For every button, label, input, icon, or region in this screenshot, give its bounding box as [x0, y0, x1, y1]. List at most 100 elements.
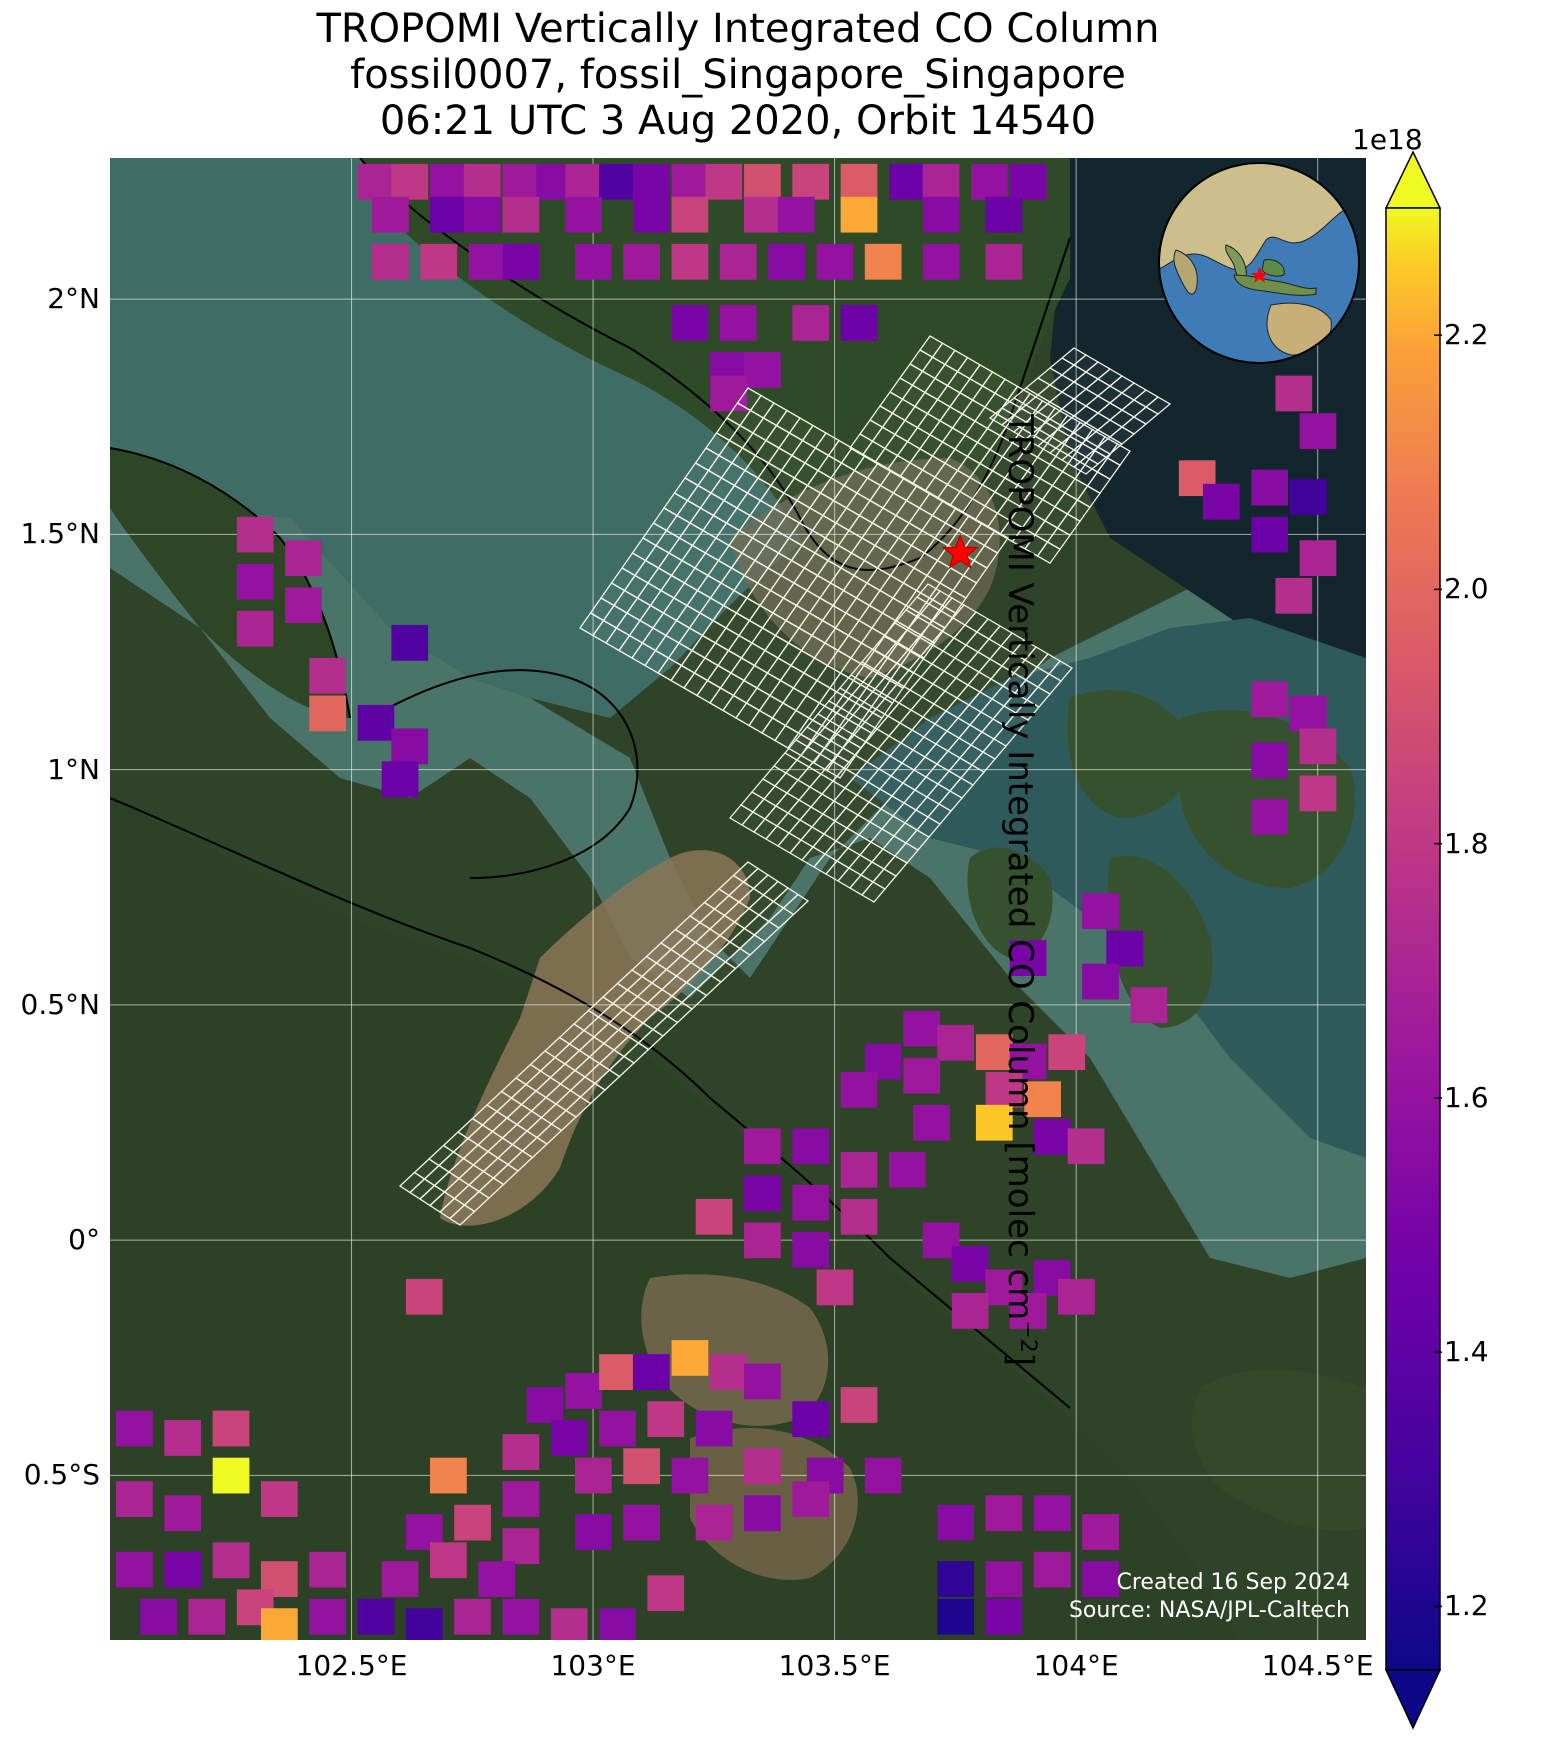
co-pixel	[599, 1354, 636, 1390]
lat-tick-label: 0.5°S	[23, 1458, 100, 1492]
co-pixel	[951, 1293, 989, 1329]
swath-cell	[782, 893, 810, 916]
co-pixel	[937, 1598, 974, 1635]
gridlines	[110, 158, 1366, 1640]
co-pixel	[623, 1504, 660, 1541]
co-pixel	[744, 1175, 781, 1212]
swath-cell	[1048, 660, 1073, 682]
colorbar-label-end: ]	[999, 1352, 1040, 1366]
co-pixel	[744, 163, 781, 200]
co-pixel	[985, 1598, 1023, 1635]
co-pixel	[285, 540, 322, 577]
co-pixel	[840, 163, 878, 200]
co-pixel	[719, 243, 757, 280]
co-pixel	[647, 1575, 685, 1612]
lon-tick-label: 102.5°E	[295, 1649, 408, 1682]
colorbar-tick-label: 1.4	[1444, 1335, 1489, 1369]
co-pixel	[1289, 479, 1327, 515]
co-pixel	[478, 1561, 516, 1597]
co-pixel	[975, 1104, 1013, 1141]
co-pixel	[1251, 799, 1288, 835]
co-pixel	[922, 163, 960, 200]
co-pixel	[792, 163, 830, 200]
co-pixel	[550, 1608, 588, 1640]
co-pixel	[502, 1434, 540, 1470]
co-pixel	[430, 196, 467, 233]
swath-footprints	[398, 335, 1172, 1226]
co-pixel	[903, 1057, 941, 1094]
co-pixel	[1275, 375, 1313, 412]
co-pixel	[623, 243, 660, 280]
lat-tick-label: 1.5°N	[20, 517, 100, 551]
co-pixel	[1299, 728, 1337, 765]
globe-outline	[1158, 162, 1360, 364]
title-line-3: 06:21 UTC 3 Aug 2020, Orbit 14540	[379, 98, 1097, 144]
colorbar-tick-label: 2.2	[1444, 318, 1489, 352]
co-pixel	[391, 624, 429, 661]
co-pixel	[468, 243, 506, 280]
lon-tick-label: 104.5°E	[1261, 1649, 1374, 1682]
rupat-island	[110, 448, 350, 718]
co-pixel	[695, 1504, 733, 1541]
co-pixel	[1067, 1128, 1105, 1165]
co-pixel	[671, 163, 709, 200]
co-pixel	[430, 1457, 467, 1494]
co-pixel	[405, 1278, 443, 1315]
co-pixel	[381, 1561, 419, 1597]
co-pixel	[565, 196, 603, 233]
co-pixel	[357, 704, 395, 741]
co-pixel	[1082, 963, 1119, 1000]
co-pixel	[632, 196, 670, 233]
co-pixel	[1033, 1551, 1071, 1588]
map-panel[interactable]	[110, 158, 1366, 1640]
colorbar-exponent: 1e18	[1352, 123, 1423, 156]
co-pixel	[840, 196, 878, 233]
co-pixel	[985, 1071, 1023, 1108]
co-pixel	[975, 1034, 1013, 1071]
colorbar-bottom-extend	[1384, 1669, 1442, 1730]
co-pixel	[840, 1198, 878, 1235]
co-pixel	[502, 1481, 540, 1517]
co-pixel	[695, 1410, 733, 1447]
colorbar	[1384, 150, 1442, 1730]
co-pixel	[574, 1457, 612, 1494]
co-pixel	[372, 243, 409, 280]
co-pixel	[744, 1363, 781, 1400]
co-pixel	[1082, 893, 1119, 929]
co-pixel	[309, 1598, 346, 1635]
co-pixel	[1299, 540, 1337, 577]
co-pixel	[792, 1231, 830, 1268]
co-pixel	[985, 196, 1023, 233]
co-pixel	[913, 1104, 950, 1141]
siak-estuary	[641, 1274, 829, 1426]
co-pixel	[744, 1128, 781, 1165]
map-canvas[interactable]	[110, 158, 1366, 1640]
co-pixel	[309, 657, 346, 694]
co-pixel	[888, 163, 926, 200]
co-pixel	[1033, 1118, 1071, 1155]
co-pixel	[671, 243, 709, 280]
colorbar-tick-label: 1.8	[1444, 826, 1489, 860]
co-pixel	[236, 610, 274, 647]
co-pixel	[212, 1542, 250, 1579]
co-pixel	[1289, 695, 1327, 732]
co-pixel	[1251, 469, 1288, 506]
co-pixel	[744, 1448, 781, 1485]
co-pixel	[164, 1495, 202, 1532]
co-pixel	[599, 163, 636, 200]
coastline-sumatra	[110, 797, 1071, 1409]
co-pixel	[671, 1457, 709, 1494]
inset-globe	[1158, 162, 1360, 364]
co-pixel	[430, 1542, 467, 1579]
globe-australia	[1266, 302, 1332, 356]
co-pixels	[116, 163, 1337, 1640]
co-pixel	[922, 196, 960, 233]
co-pixel	[309, 695, 346, 732]
co-pixel	[405, 1608, 443, 1640]
co-pixel	[744, 196, 781, 233]
co-pixel	[502, 163, 540, 200]
co-pixel	[1033, 1495, 1071, 1532]
co-pixel	[502, 1528, 540, 1565]
colorbar-tick-label: 1.2	[1444, 1589, 1489, 1623]
target-star-icon[interactable]	[941, 533, 979, 569]
